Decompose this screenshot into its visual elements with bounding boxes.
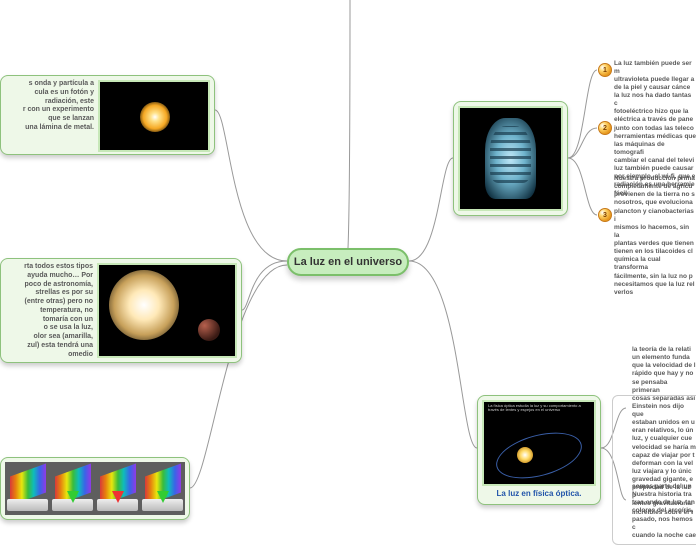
right-text-3: Nuestra producción prima completamente d…: [614, 175, 696, 297]
node-star-text: rta todos estos tipos ayuda mucho… Por p…: [5, 263, 97, 358]
node-star[interactable]: rta todos estos tipos ayuda mucho… Por p…: [0, 258, 242, 363]
optics-image: La física óptica estudia la luz y su com…: [482, 400, 596, 486]
node-xray[interactable]: [453, 101, 568, 216]
star-image: [97, 263, 237, 358]
spectrum-image: [5, 462, 185, 515]
central-topic[interactable]: La luz en el universo: [287, 248, 409, 276]
node-optics[interactable]: La física óptica estudia la luz y su com…: [477, 395, 601, 505]
optics-label: La luz en física óptica.: [482, 489, 596, 498]
badge-2: 2: [598, 121, 612, 135]
node-bulb-text: s onda y partícula a cula es un fotón y …: [5, 80, 98, 150]
bulb-image: [98, 80, 210, 152]
badge-1: 1: [598, 63, 612, 77]
central-title: La luz en el universo: [294, 256, 402, 268]
xray-image: [458, 106, 563, 211]
node-bulb[interactable]: s onda y partícula a cula es un fotón y …: [0, 75, 215, 155]
right-lower-frame: [612, 395, 696, 545]
node-spectrum[interactable]: [0, 457, 190, 520]
right-text-1: La luz también puede ser m ultravioleta …: [614, 60, 696, 93]
badge-3: 3: [598, 208, 612, 222]
